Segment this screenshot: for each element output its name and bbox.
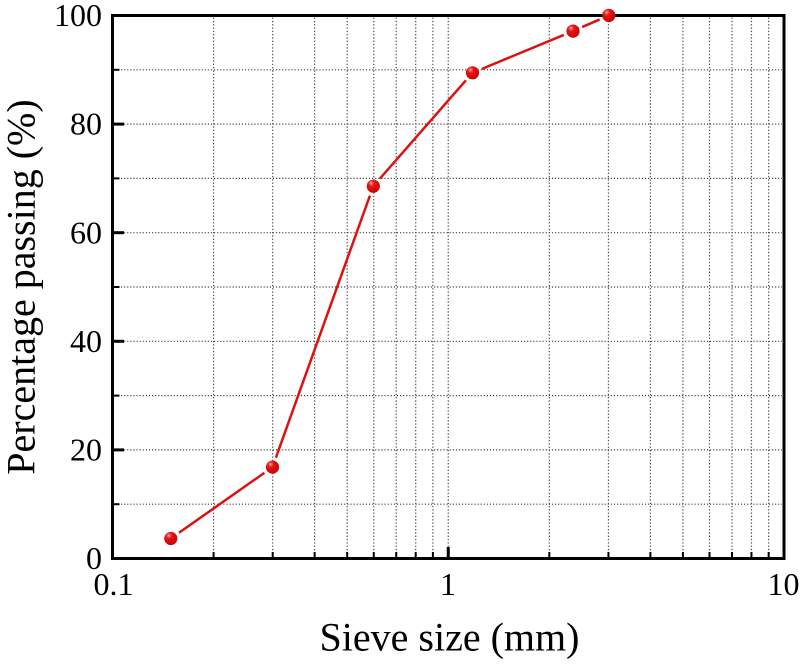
svg-text:100: 100	[54, 0, 102, 33]
svg-text:60: 60	[70, 214, 102, 250]
svg-text:1: 1	[440, 566, 456, 602]
svg-text:Percentage passing (%): Percentage passing (%)	[0, 99, 44, 474]
svg-text:40: 40	[70, 323, 102, 359]
svg-text:80: 80	[70, 106, 102, 142]
svg-text:10: 10	[768, 566, 800, 602]
svg-text:0.1: 0.1	[94, 566, 134, 602]
svg-text:20: 20	[70, 432, 102, 468]
svg-text:Sieve size (mm): Sieve size (mm)	[320, 615, 580, 660]
svg-text:0: 0	[86, 540, 102, 576]
